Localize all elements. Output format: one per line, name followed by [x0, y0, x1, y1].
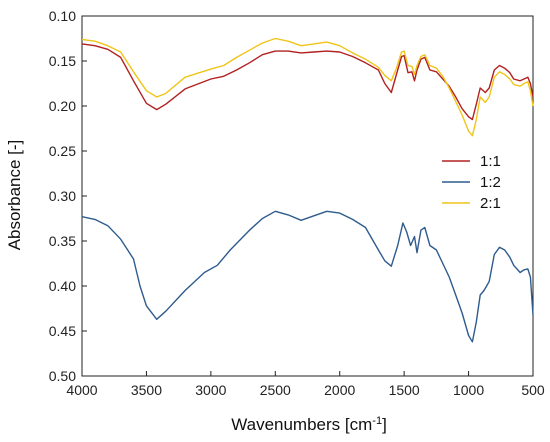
x-axis-ticks: 4000 3500 3000 2500 2000 1500 1000 500 [66, 371, 545, 398]
x-tick-label: 2000 [324, 382, 355, 398]
y-tick-label: 0.25 [49, 143, 76, 159]
legend: 1:1 1:2 2:1 [442, 153, 501, 212]
x-tick-label: 3500 [131, 382, 162, 398]
y-tick-label: 0.10 [49, 8, 76, 24]
legend-label: 1:2 [480, 174, 501, 191]
x-tick-label: 4000 [66, 382, 97, 398]
x-tick-label: 1500 [389, 382, 420, 398]
x-tick-label: 2500 [260, 382, 291, 398]
series-line-1 [81, 43, 534, 121]
y-tick-label: 0.45 [49, 323, 76, 339]
legend-label: 1:1 [480, 153, 501, 170]
series-line-3 [81, 37, 534, 137]
x-tick-label: 1000 [453, 382, 484, 398]
x-tick-label: 3000 [195, 382, 226, 398]
y-tick-label: 0.35 [49, 233, 76, 249]
x-tick-label: 500 [521, 382, 545, 398]
series-layer [81, 37, 534, 343]
series-line-2 [81, 210, 534, 343]
y-tick-label: 0.40 [49, 278, 76, 294]
y-tick-label: 0.15 [49, 53, 76, 69]
y-tick-label: 0.20 [49, 98, 76, 114]
y-axis-ticks: 0.10 0.15 0.20 0.25 0.30 0.35 0.40 0.45 0.50 [49, 8, 87, 384]
y-axis-title: Absorbance [-] [5, 140, 24, 251]
y-tick-label: 0.50 [49, 368, 76, 384]
y-tick-label: 0.30 [49, 188, 76, 204]
legend-label: 2:1 [480, 195, 501, 212]
x-axis-title: Wavenumbers [cm-1] [231, 415, 387, 434]
